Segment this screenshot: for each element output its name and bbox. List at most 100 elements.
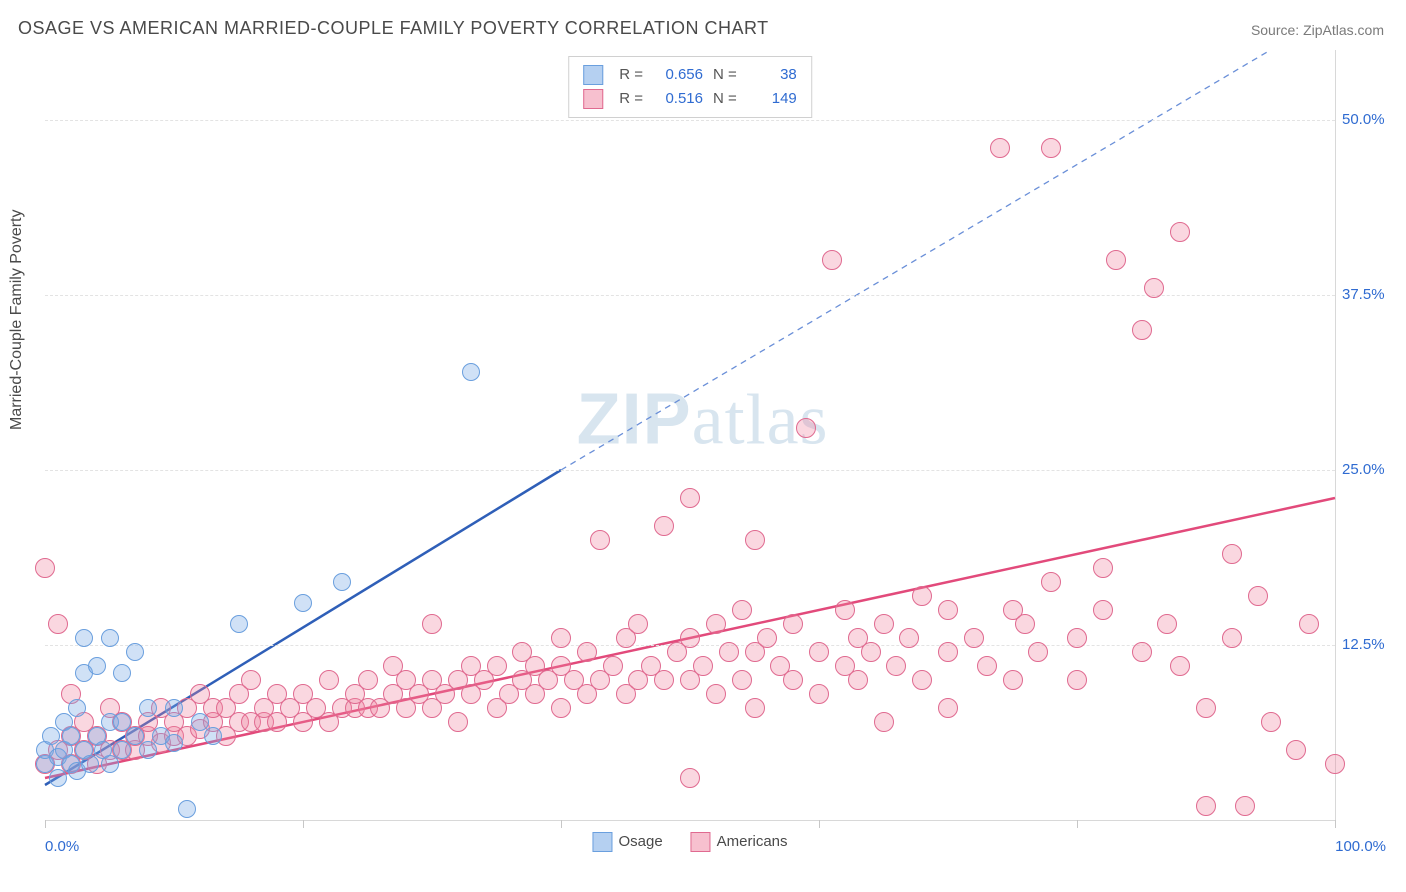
scatter-point [68,699,86,717]
scatter-point [706,684,726,704]
scatter-point [719,642,739,662]
scatter-point [732,600,752,620]
legend-item: Americans [691,832,788,852]
scatter-point [628,614,648,634]
scatter-point [874,712,894,732]
scatter-point [822,250,842,270]
scatter-point [783,614,803,634]
scatter-point [1325,754,1345,774]
scatter-point [603,656,623,676]
x-tick [303,820,304,828]
scatter-point [113,741,131,759]
scatter-point [1003,670,1023,690]
scatter-point [294,594,312,612]
scatter-point [462,363,480,381]
scatter-point [1248,586,1268,606]
swatch-osage [583,65,603,85]
scatter-point [126,643,144,661]
scatter-point [680,628,700,648]
scatter-point [1041,138,1061,158]
legend-label: Americans [717,833,788,850]
scatter-point [1132,642,1152,662]
scatter-point [1299,614,1319,634]
scatter-point [886,656,906,676]
scatter-point [448,712,468,732]
x-tick [561,820,562,828]
scatter-point [81,755,99,773]
scatter-point [809,642,829,662]
scatter-point [577,642,597,662]
scatter-point [1261,712,1281,732]
scatter-point [113,664,131,682]
stats-R-osage: 0.656 [653,63,703,87]
scatter-point [319,670,339,690]
scatter-point [1222,628,1242,648]
scatter-point [139,699,157,717]
scatter-point [48,614,68,634]
plot-area: ZIPatlas R = 0.656 N = 38 R = 0.516 N = … [45,50,1336,821]
scatter-point [796,418,816,438]
y-tick-label: 50.0% [1342,111,1397,128]
gridline-h [45,470,1335,471]
scatter-point [1170,222,1190,242]
stats-row-americans: R = 0.516 N = 149 [583,87,797,111]
scatter-point [590,530,610,550]
scatter-point [706,614,726,634]
gridline-h [45,295,1335,296]
y-axis-label: Married-Couple Family Poverty [8,209,26,430]
scatter-point [1041,572,1061,592]
scatter-point [241,670,261,690]
scatter-point [333,573,351,591]
scatter-point [75,629,93,647]
stats-legend-box: R = 0.656 N = 38 R = 0.516 N = 149 [568,56,812,118]
scatter-point [422,614,442,634]
legend-item: Osage [592,832,662,852]
stats-N-label: N = [713,63,737,87]
scatter-point [101,755,119,773]
scatter-point [874,614,894,634]
scatter-point [1106,250,1126,270]
scatter-point [1067,670,1087,690]
scatter-point [1286,740,1306,760]
scatter-point [204,727,222,745]
stats-row-osage: R = 0.656 N = 38 [583,63,797,87]
y-tick-label: 12.5% [1342,636,1397,653]
y-tick-label: 25.0% [1342,461,1397,478]
scatter-point [1170,656,1190,676]
scatter-point [680,488,700,508]
scatter-point [165,699,183,717]
stats-N-americans: 149 [747,87,797,111]
watermark-bold: ZIP [577,379,692,459]
trend-lines-layer [45,50,1335,820]
gridline-h [45,120,1335,121]
scatter-point [139,741,157,759]
x-tick [1077,820,1078,828]
scatter-point [654,516,674,536]
x-tick [45,820,46,828]
scatter-point [693,656,713,676]
scatter-point [745,698,765,718]
scatter-point [1196,796,1216,816]
scatter-point [809,684,829,704]
scatter-point [861,642,881,662]
scatter-point [938,600,958,620]
trend-line [45,470,561,785]
scatter-point [964,628,984,648]
scatter-point [1222,544,1242,564]
scatter-point [912,586,932,606]
scatter-point [1028,642,1048,662]
scatter-point [358,670,378,690]
scatter-point [551,628,571,648]
scatter-point [487,656,507,676]
scatter-point [783,670,803,690]
legend-swatch [592,832,612,852]
scatter-point [101,629,119,647]
scatter-point [88,657,106,675]
scatter-point [938,698,958,718]
scatter-point [732,670,752,690]
scatter-point [35,558,55,578]
scatter-point [848,670,868,690]
x-tick [1335,820,1336,828]
scatter-point [1093,558,1113,578]
scatter-point [745,530,765,550]
